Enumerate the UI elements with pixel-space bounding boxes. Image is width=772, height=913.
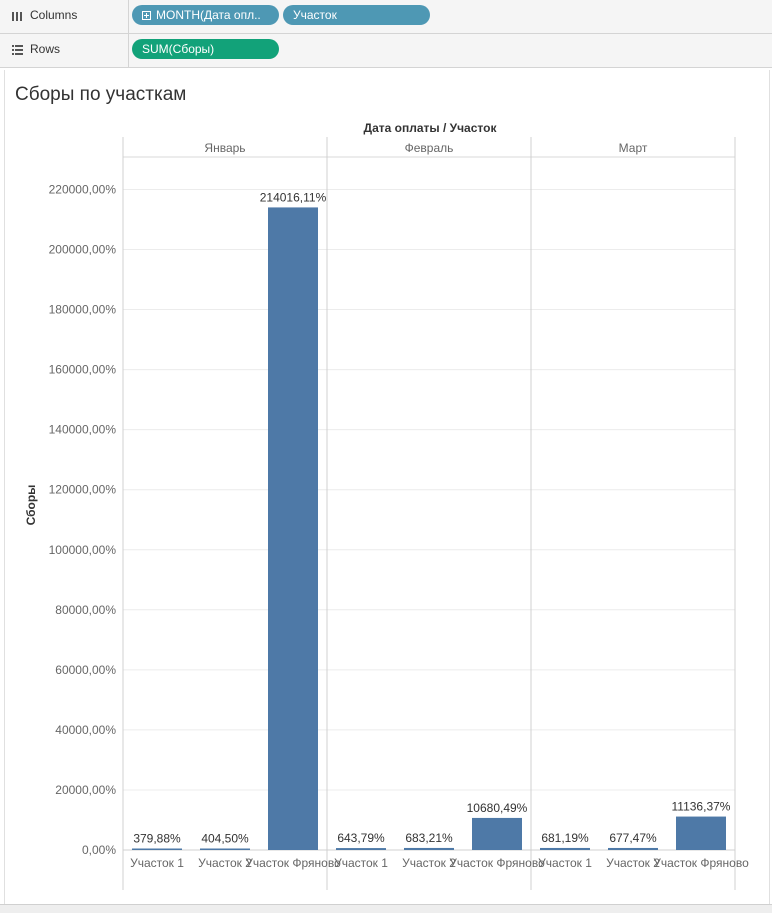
header-title: Дата оплаты / Участок xyxy=(364,121,498,135)
bar xyxy=(472,817,522,850)
y-tick-label: 100000,00% xyxy=(49,543,117,557)
pill-month-date[interactable]: MONTH(Дата опл.. xyxy=(132,5,279,25)
y-tick-label: 160000,00% xyxy=(49,363,117,377)
category-label: Участок Фряново xyxy=(449,856,545,870)
pill-sum-sbory-label: SUM(Сборы) xyxy=(142,42,215,56)
y-tick-label: 180000,00% xyxy=(49,303,117,317)
bottom-scroll-bar[interactable] xyxy=(0,904,772,913)
y-tick-label: 200000,00% xyxy=(49,243,117,257)
category-label: Участок 1 xyxy=(334,856,388,870)
bar xyxy=(268,207,318,850)
rows-icon xyxy=(12,45,23,55)
y-tick-label: 220000,00% xyxy=(49,182,117,196)
pane-header-label: Январь xyxy=(204,141,245,155)
rows-shelf-label-box: Rows xyxy=(0,34,129,67)
viz-area xyxy=(4,70,770,904)
bar-value-label: 379,88% xyxy=(133,832,181,846)
bar-value-label: 11136,37% xyxy=(672,800,731,814)
expand-plus-icon[interactable] xyxy=(142,11,151,20)
category-label: Участок 2 xyxy=(198,856,252,870)
columns-icon xyxy=(12,12,22,21)
category-label: Участок 1 xyxy=(538,856,592,870)
bar xyxy=(132,848,182,850)
rows-label: Rows xyxy=(30,42,61,56)
bar-value-label: 214016,11% xyxy=(260,190,327,204)
rows-shelf: Rows SUM(Сборы) xyxy=(0,34,772,68)
y-tick-label: 140000,00% xyxy=(49,423,117,437)
bar-value-label: 10680,49% xyxy=(467,801,528,815)
pane-header-label: Март xyxy=(619,141,648,155)
bar xyxy=(676,816,726,850)
bar xyxy=(200,848,250,850)
pill-month-date-label: MONTH(Дата опл.. xyxy=(156,8,261,22)
bar-value-label: 643,79% xyxy=(337,831,385,845)
y-tick-label: 40000,00% xyxy=(55,723,116,737)
y-tick-label: 20000,00% xyxy=(55,783,116,797)
bar xyxy=(540,847,590,850)
columns-label: Columns xyxy=(30,8,78,22)
y-tick-label: 60000,00% xyxy=(55,663,116,677)
y-axis-title: Сборы xyxy=(24,485,38,526)
bar-value-label: 677,47% xyxy=(609,831,657,845)
bar-value-label: 404,50% xyxy=(201,832,249,846)
category-label: Участок Фряново xyxy=(245,856,341,870)
pill-uchastok[interactable]: Участок xyxy=(283,5,430,25)
columns-shelf-label-box: Columns xyxy=(0,0,129,33)
bar xyxy=(608,847,658,850)
y-tick-label: 0,00% xyxy=(82,843,116,857)
bar xyxy=(336,848,386,850)
category-label: Участок 2 xyxy=(606,856,660,870)
category-label: Участок Фряново xyxy=(653,856,749,870)
y-tick-label: 120000,00% xyxy=(49,483,117,497)
bar xyxy=(404,847,454,850)
category-label: Участок 2 xyxy=(402,856,456,870)
bar-value-label: 683,21% xyxy=(405,831,453,845)
bar-value-label: 681,19% xyxy=(541,831,589,845)
pane-header-label: Февраль xyxy=(405,141,454,155)
pill-uchastok-label: Участок xyxy=(293,8,337,22)
category-label: Участок 1 xyxy=(130,856,184,870)
pill-sum-sbory[interactable]: SUM(Сборы) xyxy=(132,39,279,59)
columns-shelf: Columns MONTH(Дата опл.. Участок xyxy=(0,0,772,34)
y-tick-label: 80000,00% xyxy=(55,603,116,617)
sheet-title: Сборы по участкам xyxy=(15,84,187,105)
